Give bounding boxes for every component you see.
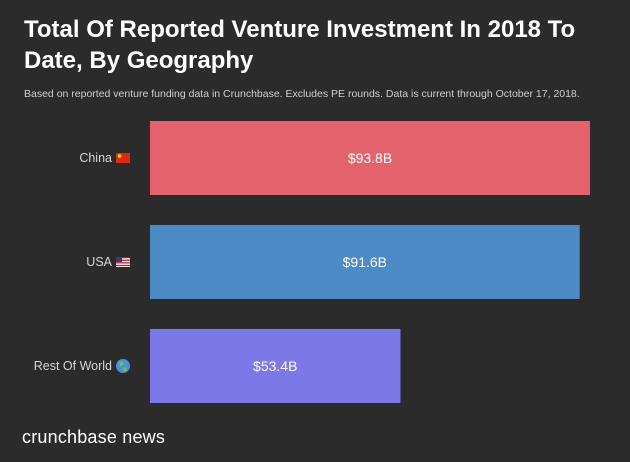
chart-title: Total Of Reported Venture Investment In … — [24, 16, 576, 74]
category-label: China — [79, 151, 112, 165]
globe-icon — [116, 359, 130, 373]
bar-value-label: $53.4B — [253, 358, 297, 374]
category-label: USA — [86, 255, 112, 269]
china-flag-icon — [116, 153, 130, 163]
bar-value-label: $93.8B — [348, 150, 392, 166]
chart-subtitle: Based on reported venture funding data i… — [24, 88, 580, 100]
bar-value-label: $91.6B — [343, 254, 387, 270]
category-label: Rest Of World — [34, 359, 112, 373]
brand-logo: crunchbase news — [22, 427, 166, 447]
bar-usa — [150, 225, 580, 299]
usa-flag-icon — [116, 257, 130, 267]
bar-china — [150, 121, 590, 195]
bar-rest-of-world — [150, 329, 401, 403]
